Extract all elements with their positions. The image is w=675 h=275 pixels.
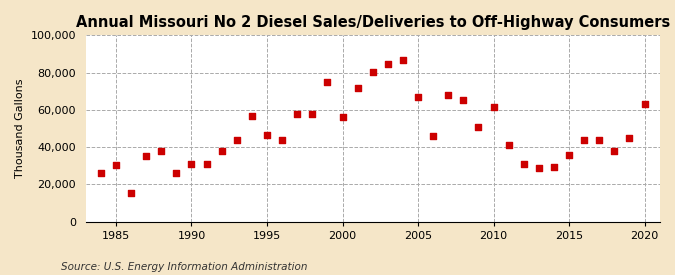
Point [594, 138, 605, 142]
Point [95, 171, 106, 175]
Point [578, 138, 589, 142]
Point [156, 149, 167, 153]
Point [111, 163, 122, 167]
Point [488, 105, 499, 109]
Point [141, 153, 152, 158]
Point [307, 111, 318, 116]
Point [518, 162, 529, 166]
Point [398, 57, 408, 62]
Point [609, 149, 620, 153]
Title: Annual Missouri No 2 Diesel Sales/Deliveries to Off-Highway Consumers: Annual Missouri No 2 Diesel Sales/Delive… [76, 15, 670, 30]
Point [292, 111, 302, 116]
Point [262, 133, 273, 137]
Point [232, 138, 242, 142]
Point [246, 114, 257, 119]
Point [322, 80, 333, 84]
Point [126, 191, 136, 195]
Point [383, 62, 394, 67]
Point [216, 149, 227, 153]
Point [458, 97, 468, 102]
Point [564, 152, 574, 157]
Point [639, 102, 650, 106]
Point [337, 115, 348, 120]
Point [549, 164, 560, 169]
Point [352, 85, 363, 90]
Point [533, 166, 544, 170]
Point [412, 95, 423, 99]
Point [473, 125, 484, 129]
Point [443, 93, 454, 97]
Y-axis label: Thousand Gallons: Thousand Gallons [15, 79, 25, 178]
Point [624, 136, 635, 140]
Point [428, 134, 439, 138]
Point [171, 171, 182, 175]
Text: Source: U.S. Energy Information Administration: Source: U.S. Energy Information Administ… [61, 262, 307, 272]
Point [504, 143, 514, 147]
Point [201, 162, 212, 166]
Point [186, 162, 197, 166]
Point [277, 138, 288, 142]
Point [367, 70, 378, 74]
